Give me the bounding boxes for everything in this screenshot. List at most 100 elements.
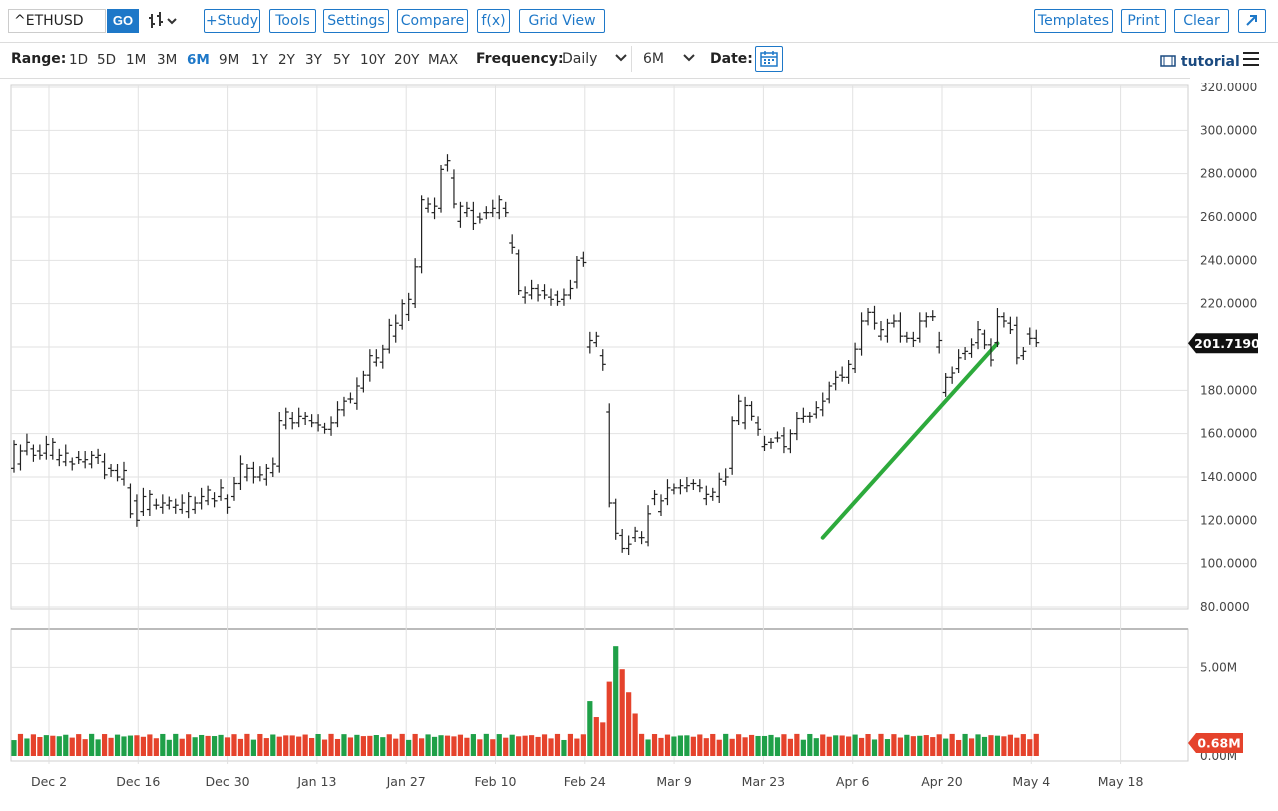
ohlc-bar <box>496 195 503 220</box>
volume-bar <box>774 737 781 756</box>
volume-bar <box>651 734 658 756</box>
chevron-down-icon <box>683 54 696 62</box>
volume-bar <box>470 734 476 756</box>
range-5y[interactable]: 5Y <box>333 52 350 68</box>
range-1d[interactable]: 1D <box>69 52 88 68</box>
volume-bar <box>224 737 231 756</box>
tools-button[interactable]: Tools <box>269 9 316 33</box>
popout-button[interactable] <box>1238 9 1266 33</box>
volume-bar <box>153 738 159 756</box>
ohlc-bar <box>696 479 703 493</box>
ohlc-bar <box>43 435 50 460</box>
range-9m[interactable]: 9M <box>219 52 240 68</box>
volume-bar <box>160 733 166 756</box>
volume-bar <box>17 733 24 756</box>
last-volume-label: 0.68M <box>1197 736 1240 751</box>
volume-bar <box>503 737 509 756</box>
ohlc-bar <box>211 492 218 508</box>
range-3y[interactable]: 3Y <box>305 52 322 68</box>
date-picker-button[interactable] <box>755 46 783 72</box>
ohlc-bar <box>767 438 774 449</box>
range-1m[interactable]: 1M <box>126 52 147 68</box>
volume-bar <box>677 735 684 756</box>
range-max[interactable]: MAX <box>428 52 459 68</box>
ohlc-bar <box>845 360 852 384</box>
ohlc-bar <box>787 429 794 454</box>
ohlc-bar <box>793 412 800 441</box>
ohlc-bar <box>483 206 490 220</box>
range-10y[interactable]: 10Y <box>360 52 386 68</box>
ohlc-bar <box>994 308 1001 347</box>
volume-bar <box>393 738 399 756</box>
ohlc-bar <box>328 416 335 436</box>
ohlc-bar <box>289 412 296 430</box>
volume-bar <box>535 736 541 756</box>
volume-bar <box>761 735 768 756</box>
volume-tick-label: 5.00M <box>1200 660 1237 674</box>
frequency-select[interactable]: Daily <box>562 51 628 67</box>
volume-bar <box>464 737 470 756</box>
ohlc-bar <box>683 477 690 493</box>
tutorial-link[interactable]: tutorial <box>1160 54 1240 70</box>
ohlc-bar <box>185 492 192 519</box>
tutorial-label: tutorial <box>1180 54 1240 70</box>
ohlc-bar <box>735 394 742 425</box>
ohlc-bar <box>360 370 367 393</box>
ohlc-bar <box>133 494 140 527</box>
calendar-icon <box>760 51 778 67</box>
templates-button[interactable]: Templates <box>1034 9 1113 33</box>
range-1y[interactable]: 1Y <box>251 52 268 68</box>
price-tick-label: 300.0000 <box>1200 123 1257 137</box>
hamburger-menu-icon[interactable] <box>1243 52 1259 66</box>
chart-type-selector[interactable] <box>148 10 180 37</box>
price-tick-label: 320.0000 <box>1200 80 1257 94</box>
settings-button[interactable]: Settings <box>323 9 389 33</box>
range-6m[interactable]: 6M <box>187 52 210 68</box>
ohlc-bar <box>502 201 509 217</box>
symbol-input[interactable]: ^ETHUSD <box>8 9 106 33</box>
range-3m[interactable]: 3M <box>157 52 178 68</box>
fx-button[interactable]: f(x) <box>477 9 510 33</box>
volume-bar <box>561 739 567 756</box>
ohlc-bar <box>664 479 671 506</box>
range-2y[interactable]: 2Y <box>278 52 295 68</box>
ohlc-bar <box>1013 316 1020 365</box>
clear-button[interactable]: Clear <box>1174 9 1229 33</box>
volume-bar <box>431 736 438 756</box>
frequency-value: Daily <box>562 51 598 67</box>
volume-bar <box>626 692 632 756</box>
volume-bar <box>516 736 522 756</box>
volume-bar <box>671 736 677 756</box>
volume-bar <box>347 737 354 756</box>
ohlc-bar <box>476 212 483 224</box>
range-5d[interactable]: 5D <box>97 52 116 68</box>
volume-bar <box>386 734 392 756</box>
ohlc-bars <box>11 154 1040 555</box>
range-20y[interactable]: 20Y <box>394 52 420 68</box>
ohlc-bar <box>405 292 412 321</box>
ohlc-bar <box>871 305 878 330</box>
ohlc-bar <box>625 535 632 555</box>
compare-button[interactable]: Compare <box>397 9 468 33</box>
ohlc-bar <box>942 373 949 397</box>
ohlc-bar <box>302 412 309 425</box>
trendline[interactable] <box>820 341 1000 540</box>
volume-bar <box>250 739 256 756</box>
volume-bar <box>729 738 735 756</box>
volume-bar <box>166 739 172 756</box>
volume-bar <box>548 738 554 756</box>
go-button[interactable]: GO <box>107 9 139 33</box>
print-button[interactable]: Print <box>1121 9 1166 33</box>
volume-bar <box>360 736 366 756</box>
volume-bar <box>554 733 561 756</box>
period-select[interactable]: 6M <box>643 51 696 67</box>
grid-view-button[interactable]: Grid View <box>519 9 605 33</box>
date-label: Date: <box>710 51 753 67</box>
ohlc-bar <box>761 435 768 451</box>
volume-bar <box>949 733 955 756</box>
ohlc-bar <box>975 321 982 350</box>
volume-bar <box>50 735 56 756</box>
study-button[interactable]: +Study <box>204 9 260 33</box>
ohlc-bar <box>172 498 179 514</box>
